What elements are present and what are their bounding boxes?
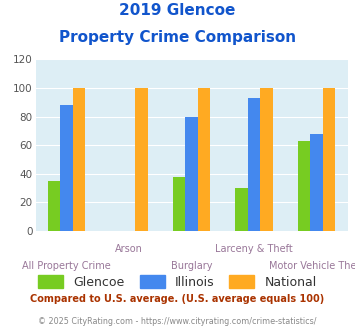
Text: Arson: Arson (115, 244, 143, 254)
Bar (248, 98, 261, 231)
Bar (261, 88, 273, 231)
Bar (48, 181, 60, 231)
Text: All Property Crime: All Property Crime (22, 261, 111, 271)
Text: Property Crime Comparison: Property Crime Comparison (59, 30, 296, 45)
Bar (198, 88, 211, 231)
Bar (60, 105, 73, 231)
Text: Motor Vehicle Theft: Motor Vehicle Theft (269, 261, 355, 271)
Text: 2019 Glencoe: 2019 Glencoe (119, 3, 236, 18)
Bar (173, 177, 185, 231)
Legend: Glencoe, Illinois, National: Glencoe, Illinois, National (33, 270, 322, 294)
Bar (298, 141, 310, 231)
Text: © 2025 CityRating.com - https://www.cityrating.com/crime-statistics/: © 2025 CityRating.com - https://www.city… (38, 317, 317, 326)
Bar (235, 188, 248, 231)
Bar (136, 88, 148, 231)
Bar (323, 88, 335, 231)
Text: Compared to U.S. average. (U.S. average equals 100): Compared to U.S. average. (U.S. average … (31, 294, 324, 304)
Text: Larceny & Theft: Larceny & Theft (215, 244, 293, 254)
Bar (310, 134, 323, 231)
Bar (185, 116, 198, 231)
Text: Burglary: Burglary (171, 261, 212, 271)
Bar (73, 88, 86, 231)
